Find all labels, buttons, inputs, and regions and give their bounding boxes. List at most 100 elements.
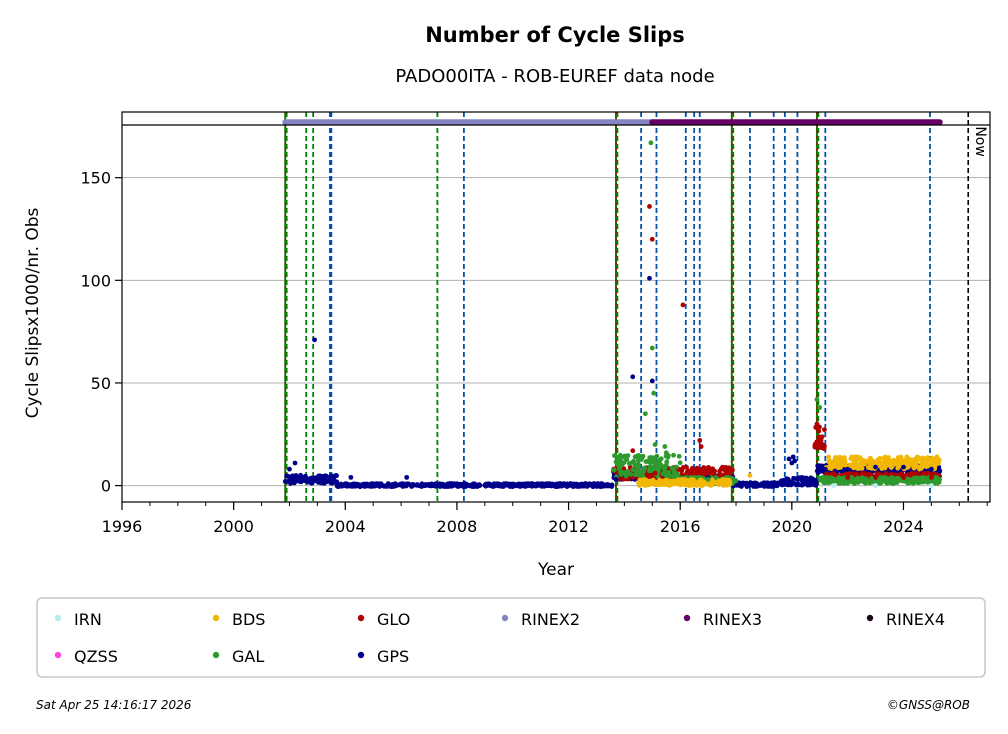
gal-band-point	[619, 469, 624, 475]
y-tick-label: 0	[101, 477, 111, 496]
glo-data-point	[649, 236, 655, 242]
gps-data-point	[287, 466, 292, 472]
gps-band-point	[753, 483, 759, 489]
gal-band-point	[852, 476, 858, 482]
gps-band-point	[525, 481, 531, 487]
gps-band-point	[384, 483, 389, 489]
gps-band-point	[605, 483, 611, 489]
footer-copyright: ©GNSS@ROB	[887, 698, 970, 712]
bds-data-point	[831, 462, 837, 468]
y-tick-label: 100	[80, 271, 111, 290]
gal-band-point	[639, 471, 645, 477]
bds-band-point	[720, 477, 725, 482]
gal-band-point	[662, 463, 668, 469]
glo-band-point	[859, 471, 865, 476]
gal-band-point	[669, 465, 675, 471]
bds-data-point	[644, 479, 650, 484]
gps-data-point	[328, 479, 334, 484]
gps-data-point	[937, 468, 943, 474]
bds-band-point	[881, 455, 887, 461]
gps-band-point	[744, 483, 750, 488]
bds-band-point	[834, 455, 840, 461]
bds-band-point	[727, 479, 733, 485]
glo-band-point	[696, 469, 702, 475]
gal-band-point	[656, 464, 662, 469]
bds-band-point	[712, 480, 718, 485]
gps-data-point	[901, 464, 906, 470]
bds-band-point	[684, 480, 690, 486]
gal-band-point	[635, 472, 641, 478]
gal-band-point	[671, 474, 677, 480]
gal-band-point	[625, 471, 631, 477]
gps-data-point	[845, 466, 851, 472]
gal-data-point	[642, 411, 648, 417]
gps-band-point	[459, 481, 465, 487]
bds-data-point	[663, 481, 669, 486]
gal-band-point	[631, 458, 636, 464]
x-tick-label: 2004	[325, 517, 366, 536]
gal-legend-marker	[212, 651, 220, 659]
gal-band-point	[733, 478, 739, 483]
gps-data-point	[317, 477, 323, 482]
glo-data-point	[820, 442, 825, 447]
gal-band-point	[651, 460, 657, 466]
bds-band-point	[851, 465, 857, 471]
gps-band-point	[290, 475, 296, 481]
gps-band-point	[787, 482, 792, 487]
gps-band-point	[799, 482, 805, 488]
gal-band-point	[657, 458, 663, 463]
gps-data-point	[292, 460, 298, 466]
gps-band-point	[476, 483, 482, 489]
gal-data-point	[651, 390, 657, 396]
gps-band-point	[369, 483, 375, 488]
gal-band-point	[615, 461, 621, 467]
legend: IRN BDS GLO RINEX2 RINEX3 RINEX4 QZSS GAL GPS	[36, 597, 986, 678]
bds-band-point	[925, 457, 931, 463]
gal-band-point	[925, 479, 930, 485]
glo-band-point	[813, 425, 819, 431]
bds-band-point	[895, 465, 901, 471]
bds-band-point	[655, 482, 661, 487]
gal-band-point	[846, 478, 852, 484]
bds-band-point	[650, 477, 656, 483]
glo-band-point	[824, 471, 829, 477]
bds-band-point	[681, 480, 686, 486]
gps-data-point	[348, 474, 354, 480]
bds-band-point	[672, 481, 678, 486]
gps-band-point	[392, 481, 398, 487]
gal-data-point	[652, 442, 658, 447]
bds-band-point	[675, 481, 681, 487]
gal-band-point	[617, 456, 623, 462]
gal-band-point	[612, 453, 617, 459]
bds-data-point	[859, 460, 865, 466]
bds-band-point	[720, 482, 726, 488]
x-tick-label: 2012	[548, 517, 589, 536]
irn-data-point	[831, 483, 837, 488]
glo-band-point	[689, 465, 695, 471]
gps-data-point	[594, 483, 599, 488]
bds-band-point	[842, 457, 848, 463]
gps-band-point	[377, 482, 383, 488]
gal-data-point	[705, 477, 711, 482]
gps-data-point	[790, 454, 796, 460]
gal-band-point	[627, 461, 632, 466]
rinex3-legend-marker	[683, 614, 691, 622]
bds-band-point	[911, 464, 916, 469]
gal-band-point	[660, 471, 666, 477]
rinex3-legend-label: RINEX3	[703, 610, 762, 629]
glo-data-point	[652, 470, 658, 476]
gal-band-point	[611, 467, 617, 473]
bds-band-point	[826, 454, 832, 460]
glo-data-point	[901, 474, 906, 480]
gps-band-point	[813, 482, 819, 488]
gps-data-point	[613, 477, 619, 482]
bds-band-point	[853, 460, 859, 466]
bds-data-point	[691, 479, 697, 484]
gal-band-point	[890, 477, 896, 483]
gps-band-point	[816, 463, 822, 469]
gps-legend-label: GPS	[377, 647, 409, 666]
bds-band-point	[923, 463, 928, 469]
gal-data-point	[814, 396, 820, 402]
gps-band-point	[414, 482, 420, 487]
